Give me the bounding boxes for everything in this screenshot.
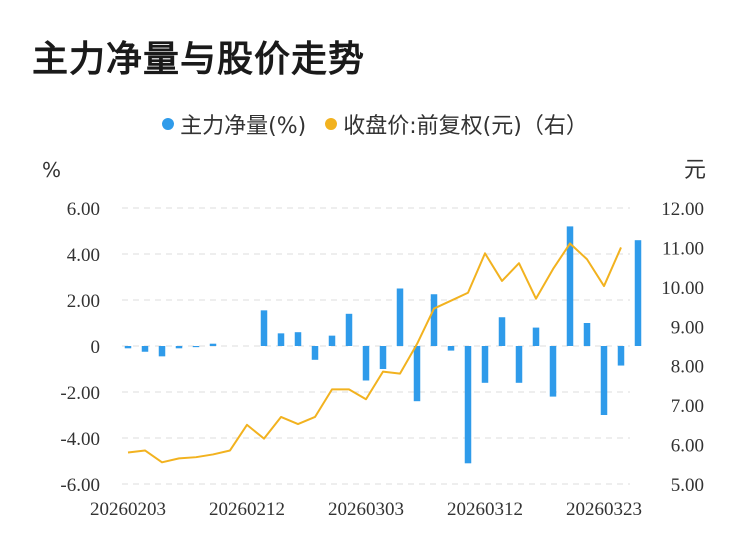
net-flow-bar [362, 346, 370, 381]
legend-dot-bar [162, 118, 175, 130]
right-tick-label: 11.00 [662, 238, 704, 259]
net-flow-bar [600, 346, 608, 415]
left-tick-label: 4.00 [67, 245, 100, 266]
net-flow-bar [294, 332, 302, 346]
grid-lines [122, 207, 630, 485]
net-flow-bar [498, 317, 506, 346]
legend: 主力净量(%) 收盘价:前复权(元)（右） [0, 108, 750, 140]
close-price-line [127, 242, 622, 464]
right-tick-label: 5.00 [671, 475, 704, 496]
legend-item-close-price[interactable]: 收盘价:前复权(元)（右） [325, 108, 588, 140]
right-tick-label: 10.00 [661, 278, 704, 299]
left-tick-label: -2.00 [60, 383, 100, 404]
x-tick-label: 20260303 [328, 499, 404, 520]
left-tick-label: 6.00 [67, 199, 100, 220]
net-flow-bar [430, 294, 438, 346]
net-flow-bar [634, 240, 642, 346]
x-tick-label: 20260323 [566, 499, 642, 520]
net-flow-bar [447, 346, 455, 351]
x-tick-label: 20260312 [447, 499, 523, 520]
net-flow-bar [583, 323, 591, 346]
legend-item-net-flow[interactable]: 主力净量(%) [162, 108, 306, 140]
x-axis-ticks: 20260203 20260212 20260303 20260312 20260323 [90, 499, 642, 520]
line-series [127, 242, 622, 464]
legend-label-net-flow: 主力净量(%) [180, 114, 307, 139]
net-flow-bar [175, 346, 183, 349]
left-tick-label: 0 [91, 337, 101, 358]
legend-dot-line [325, 118, 338, 130]
right-tick-label: 12.00 [661, 199, 704, 220]
net-flow-bar [566, 226, 574, 346]
right-tick-label: 8.00 [671, 357, 704, 378]
net-flow-bar [124, 346, 132, 349]
net-flow-bar [328, 335, 336, 346]
left-tick-label: 2.00 [67, 291, 100, 312]
right-tick-label: 7.00 [671, 396, 704, 417]
right-tick-label: 6.00 [671, 436, 704, 457]
net-flow-bar [515, 346, 523, 383]
net-flow-bar [209, 343, 217, 346]
net-flow-bar [277, 333, 285, 346]
net-flow-bar [141, 346, 149, 352]
net-flow-bar [617, 346, 625, 366]
chart-title: 主力净量与股价走势 [32, 39, 366, 80]
net-flow-bar [481, 346, 489, 383]
net-flow-bar [192, 346, 200, 348]
left-tick-label: -6.00 [60, 475, 100, 496]
net-flow-bar [464, 346, 472, 464]
x-tick-label: 20260203 [90, 499, 166, 520]
bar-series [124, 226, 642, 464]
net-flow-bar [549, 346, 557, 397]
legend-label-close-price: 收盘价:前复权(元)（右） [343, 114, 588, 139]
net-flow-bar [396, 288, 404, 346]
left-tick-label: -4.00 [60, 429, 100, 450]
right-axis-unit: 元 [684, 158, 706, 183]
net-flow-bar [158, 346, 166, 357]
net-flow-bar [532, 327, 540, 346]
net-flow-bar [311, 346, 319, 360]
net-flow-bar [379, 346, 387, 369]
net-flow-bar [260, 310, 268, 346]
left-axis-unit: % [42, 158, 61, 182]
left-axis-ticks: 6.00 4.00 2.00 0 -2.00 -4.00 -6.00 [60, 199, 100, 496]
x-tick-label: 20260212 [209, 499, 285, 520]
net-flow-bar [345, 313, 353, 346]
right-axis-ticks: 12.00 11.00 10.00 9.00 8.00 7.00 6.00 5.00 [661, 199, 704, 496]
net-flow-bar [413, 346, 421, 402]
right-tick-label: 9.00 [671, 317, 704, 338]
